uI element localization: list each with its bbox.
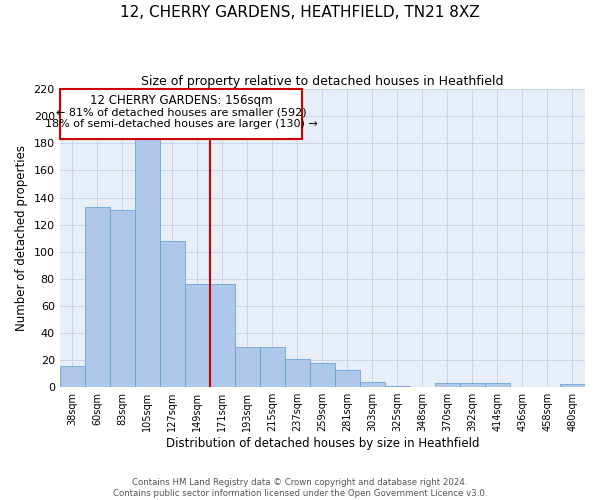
Bar <box>210 284 235 387</box>
Bar <box>310 363 335 387</box>
Text: 12, CHERRY GARDENS, HEATHFIELD, TN21 8XZ: 12, CHERRY GARDENS, HEATHFIELD, TN21 8XZ <box>120 5 480 20</box>
Bar <box>285 359 310 387</box>
X-axis label: Distribution of detached houses by size in Heathfield: Distribution of detached houses by size … <box>166 437 479 450</box>
Text: 12 CHERRY GARDENS: 156sqm: 12 CHERRY GARDENS: 156sqm <box>89 94 272 106</box>
Y-axis label: Number of detached properties: Number of detached properties <box>15 145 28 331</box>
Text: Contains HM Land Registry data © Crown copyright and database right 2024.
Contai: Contains HM Land Registry data © Crown c… <box>113 478 487 498</box>
FancyBboxPatch shape <box>59 89 302 140</box>
Bar <box>135 138 160 387</box>
Bar <box>460 383 485 387</box>
Bar <box>360 382 385 387</box>
Bar <box>160 241 185 387</box>
Bar <box>385 386 410 387</box>
Text: ← 81% of detached houses are smaller (592): ← 81% of detached houses are smaller (59… <box>56 107 307 117</box>
Bar <box>560 384 585 387</box>
Bar <box>485 383 510 387</box>
Bar <box>335 370 360 387</box>
Bar <box>110 210 135 387</box>
Bar <box>85 207 110 387</box>
Bar <box>185 284 210 387</box>
Text: 18% of semi-detached houses are larger (130) →: 18% of semi-detached houses are larger (… <box>44 120 317 130</box>
Title: Size of property relative to detached houses in Heathfield: Size of property relative to detached ho… <box>141 75 503 88</box>
Bar <box>260 346 285 387</box>
Bar <box>235 346 260 387</box>
Bar <box>59 366 85 387</box>
Bar <box>435 383 460 387</box>
